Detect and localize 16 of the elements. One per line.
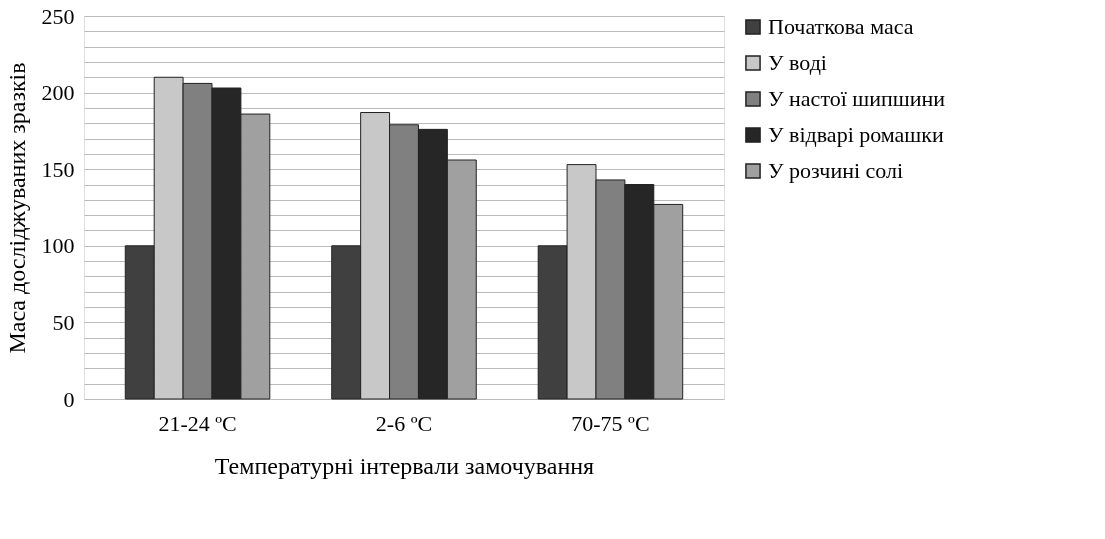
legend-label: У настої шипшини — [768, 86, 946, 111]
x-tick-label: 2-6 ºC — [375, 410, 433, 436]
x-tick-label: 21-24 ºC — [158, 410, 237, 436]
x-tick-label: 70-75 ºC — [571, 410, 650, 436]
y-tick-label: 100 — [41, 233, 75, 259]
legend-label: У відварі ромашки — [768, 122, 944, 147]
y-tick-label: 0 — [63, 386, 75, 412]
y-tick-label: 250 — [41, 3, 75, 29]
x-axis-title: Температурні інтервали замочування — [214, 452, 595, 479]
legend-label: Початкова маса — [768, 14, 914, 39]
y-axis-title: Маса досліджуваних зразків — [3, 62, 30, 354]
y-tick-label: 50 — [52, 309, 75, 335]
y-tick-label: 150 — [41, 156, 75, 182]
y-tick-label: 200 — [41, 80, 75, 106]
legend-label: У воді — [768, 50, 827, 75]
legend-label: У розчині солі — [768, 158, 904, 183]
